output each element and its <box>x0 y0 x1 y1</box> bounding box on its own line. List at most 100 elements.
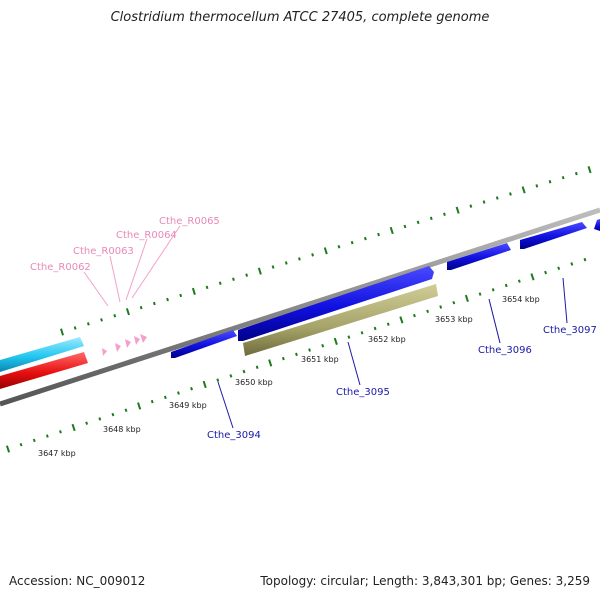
cyan-feature-bar[interactable] <box>0 337 84 372</box>
major-tick <box>333 337 338 346</box>
major-tick <box>323 247 328 255</box>
major-tick <box>137 402 142 410</box>
gene-arrow[interactable] <box>594 219 600 231</box>
minor-tick <box>59 430 62 434</box>
map-title: Clostridium thermocellum ATCC 27405, com… <box>110 10 490 25</box>
minor-tick <box>491 288 495 292</box>
red-feature-bar[interactable] <box>0 352 88 389</box>
minor-tick <box>295 352 298 357</box>
gene-label[interactable]: Cthe_3097 <box>543 325 597 336</box>
gene-label[interactable]: Cthe_3095 <box>336 387 390 398</box>
scale-label: 3647 kbp <box>38 449 76 458</box>
minor-tick <box>216 378 220 382</box>
minor-tick <box>232 277 235 281</box>
minor-tick <box>229 374 233 378</box>
minor-tick <box>561 175 565 180</box>
major-tick <box>257 267 262 275</box>
minor-tick <box>281 356 285 361</box>
rna-arrow[interactable] <box>102 348 107 356</box>
major-tick <box>60 328 64 336</box>
rna-arrow[interactable] <box>115 343 121 352</box>
minor-tick <box>360 331 364 335</box>
minor-tick <box>177 391 180 395</box>
scale-label: 3648 kbp <box>103 425 141 434</box>
minor-tick <box>311 253 314 257</box>
minor-tick <box>163 395 167 400</box>
scale-label: 3650 kbp <box>235 378 273 387</box>
minor-tick <box>100 318 103 322</box>
rna-label: Cthe_R0064 <box>116 230 177 241</box>
minor-tick <box>557 266 561 271</box>
scale-label: 3653 kbp <box>435 315 473 324</box>
minor-tick <box>469 204 473 208</box>
minor-tick <box>350 240 354 245</box>
minor-tick <box>495 196 499 200</box>
accession-text: Accession: NC_009012 <box>9 574 146 588</box>
minor-tick <box>416 220 420 225</box>
scale-label: 3652 kbp <box>368 335 406 344</box>
minor-tick <box>535 184 539 188</box>
gene-track-forward <box>171 219 600 358</box>
minor-tick <box>179 293 183 298</box>
gene-label[interactable]: Cthe_3094 <box>207 430 261 441</box>
minor-tick <box>85 421 89 425</box>
rna-arrow[interactable] <box>134 336 140 345</box>
minor-tick <box>544 270 548 275</box>
minor-tick <box>32 438 36 443</box>
minor-tick <box>86 322 90 326</box>
minor-tick <box>284 261 288 265</box>
major-tick <box>125 308 130 316</box>
gene-arrow[interactable] <box>447 243 511 270</box>
minor-tick <box>363 236 367 241</box>
minor-tick <box>150 399 154 404</box>
minor-tick <box>570 262 574 266</box>
minor-tick <box>298 257 301 261</box>
minor-tick <box>403 224 407 229</box>
minor-tick <box>166 297 169 302</box>
gene-arrow[interactable] <box>520 222 587 249</box>
minor-tick <box>73 326 77 330</box>
major-tick <box>464 294 469 303</box>
major-tick <box>191 287 196 295</box>
minor-tick <box>413 313 416 318</box>
minor-tick <box>245 273 249 277</box>
rna-label: Cthe_R0065 <box>159 216 220 227</box>
rna-label: Cthe_R0063 <box>73 246 134 257</box>
minor-tick <box>439 305 443 309</box>
gene-arrow[interactable] <box>238 266 434 341</box>
minor-tick <box>482 200 486 204</box>
major-tick <box>530 273 535 281</box>
major-tick <box>268 359 273 367</box>
minor-tick <box>337 245 341 249</box>
upper-tick-track <box>60 165 592 336</box>
gene-cthe-3095-bar[interactable] <box>243 284 438 356</box>
major-tick <box>389 226 394 235</box>
minor-tick <box>98 417 102 421</box>
minor-tick <box>426 309 430 314</box>
minor-tick <box>218 281 222 285</box>
gene-leader-lines <box>217 277 568 429</box>
minor-tick <box>548 180 552 184</box>
rna-arrow[interactable] <box>140 334 147 343</box>
scale-label: 3649 kbp <box>169 401 207 410</box>
major-tick <box>71 423 76 432</box>
gene-label[interactable]: Cthe_3096 <box>478 345 532 356</box>
minor-tick <box>205 285 209 290</box>
minor-tick <box>574 171 578 176</box>
major-tick <box>521 186 526 194</box>
lower-tick-track <box>5 257 587 453</box>
minor-tick <box>19 442 23 447</box>
minor-tick <box>139 305 143 310</box>
genome-backbone <box>0 207 600 407</box>
minor-tick <box>386 322 390 326</box>
rna-arrow[interactable] <box>125 339 131 348</box>
minor-tick <box>443 212 446 216</box>
major-tick <box>5 445 11 453</box>
minor-tick <box>308 348 311 352</box>
scale-label: 3651 kbp <box>301 355 339 364</box>
minor-tick <box>517 279 521 283</box>
minor-tick <box>45 434 49 438</box>
minor-tick <box>509 192 512 196</box>
gene-arrow[interactable] <box>171 330 237 358</box>
